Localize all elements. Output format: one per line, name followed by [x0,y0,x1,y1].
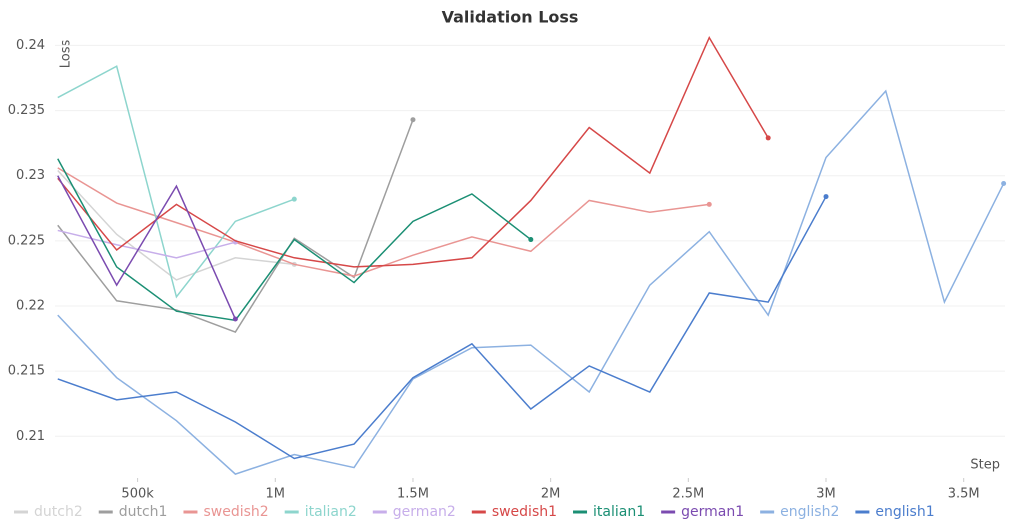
legend-label: dutch1 [119,504,168,520]
x-tick-label: 1.5M [397,487,429,502]
y-tick-label: 0.215 [8,364,45,379]
y-tick-label: 0.21 [16,429,45,444]
end-dot [706,201,712,207]
end-dot [232,316,238,322]
chart-title: Validation Loss [442,8,579,27]
legend-label: english1 [875,504,934,520]
y-tick-label: 0.225 [8,233,45,248]
x-axis-label: Step [970,458,1000,473]
x-tick-label: 1M [266,487,286,502]
series-line [57,196,827,460]
legend-label: italian1 [593,504,645,520]
x-tick-label: 3.5M [948,487,980,502]
legend-label: swedish1 [492,504,557,520]
end-dot [291,196,297,202]
series-line [57,35,769,268]
series-line [57,89,1005,475]
legend-label: dutch2 [34,504,83,520]
end-dot [765,135,771,141]
legend-label: german2 [393,504,456,520]
x-tick-label: 500k [121,487,154,502]
legend-label: german1 [681,504,744,520]
y-tick-label: 0.22 [16,299,45,314]
legend-label: swedish2 [203,504,268,520]
x-tick-label: 2.5M [672,487,704,502]
x-tick-label: 3M [816,487,836,502]
x-tick-label: 2M [541,487,561,502]
series-line [57,229,236,259]
end-dot [1001,181,1007,187]
end-dot [410,117,416,123]
series-line [57,158,532,322]
y-tick-label: 0.23 [16,168,45,183]
series-line [57,169,295,281]
y-tick-label: 0.235 [8,103,45,118]
end-dot [528,237,534,243]
series-line [57,65,295,299]
legend-label: english2 [780,504,839,520]
y-tick-label: 0.24 [16,38,45,53]
end-dot [823,194,829,200]
legend-label: italian2 [305,504,357,520]
y-axis-label: Loss [59,40,74,69]
series-line [57,119,414,333]
series-line [57,175,237,320]
